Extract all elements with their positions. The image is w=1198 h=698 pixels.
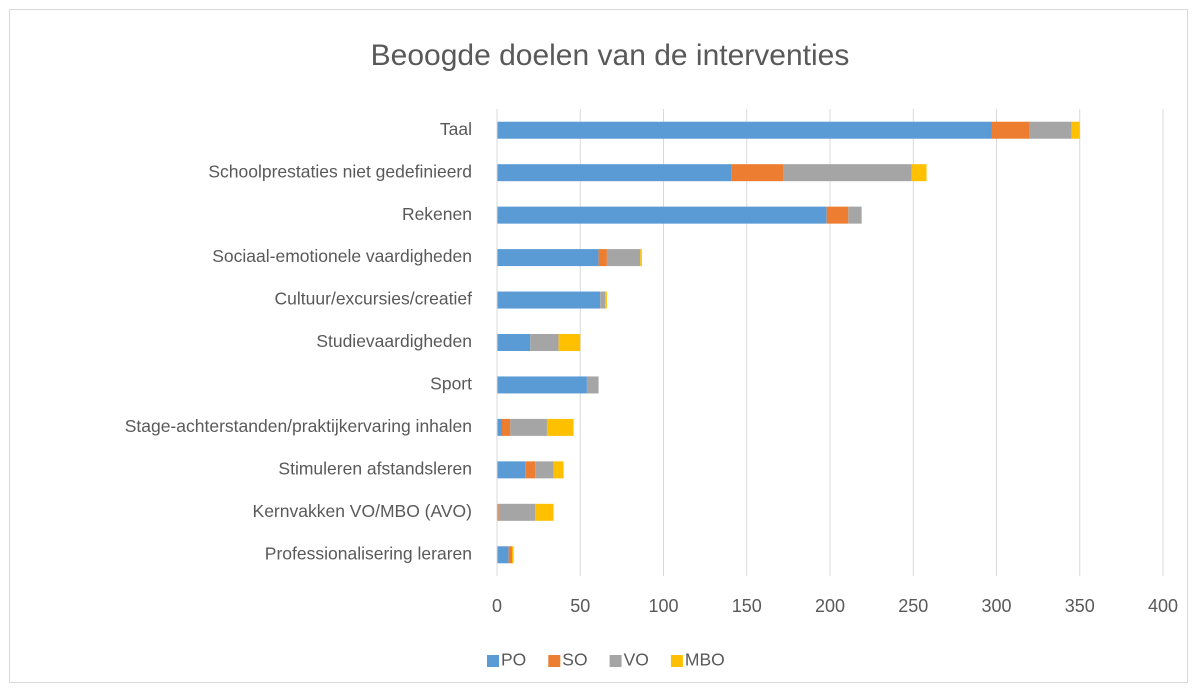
- bar-segment: [535, 461, 554, 479]
- bar-segment: [511, 546, 514, 564]
- bar-segment: [497, 503, 499, 521]
- bar-segment: [911, 164, 927, 182]
- bar-segment: [598, 249, 607, 267]
- bar-segment: [497, 121, 992, 139]
- bar-segment: [605, 291, 607, 309]
- bar-segment: [497, 249, 599, 267]
- bar-segment: [530, 334, 559, 351]
- chart-title: Beoogde doelen van de interventies: [371, 39, 850, 72]
- x-tick-label: 50: [570, 596, 590, 616]
- y-tick-label: Professionalisering leraren: [265, 543, 472, 563]
- y-tick-label: Cultuur/excursies/creatief: [275, 289, 473, 309]
- y-tick-label: Rekenen: [402, 204, 472, 224]
- bar-segment: [848, 206, 862, 224]
- bar-segment: [558, 334, 581, 351]
- bar-segment: [606, 249, 641, 267]
- bar-segment: [501, 418, 511, 436]
- legend-swatch: [487, 655, 499, 667]
- bar-segment: [497, 334, 531, 351]
- bar-segment: [546, 418, 574, 436]
- x-tick-label: 100: [648, 596, 678, 616]
- bar-segment: [731, 164, 784, 182]
- bar-segment: [497, 291, 601, 309]
- y-tick-label: Stage-achterstanden/praktijkervaring inh…: [125, 416, 472, 436]
- y-tick-label: Schoolprestaties niet gedefinieerd: [208, 161, 472, 181]
- bar-segment: [586, 376, 599, 394]
- legend-label: SO: [562, 650, 587, 670]
- legend-swatch: [670, 655, 683, 667]
- y-tick-label: Studievaardigheden: [316, 331, 472, 351]
- legend-label: PO: [501, 650, 526, 670]
- bar-segment: [525, 461, 536, 479]
- bar-segment: [497, 206, 827, 224]
- y-tick-label: Taal: [440, 119, 472, 139]
- bar-segment: [498, 503, 536, 521]
- bar-segment: [553, 461, 564, 479]
- bar-segment: [508, 546, 512, 564]
- bar-segment: [535, 503, 554, 521]
- bar-segment: [991, 121, 1030, 139]
- x-tick-label: 150: [732, 596, 762, 616]
- bar-segment: [497, 164, 732, 182]
- y-tick-label: Sociaal-emotionele vaardigheden: [212, 246, 472, 266]
- y-tick-label: Kernvakken VO/MBO (AVO): [253, 501, 472, 521]
- bar-segment: [783, 164, 912, 182]
- x-tick-label: 250: [898, 596, 928, 616]
- legend-label: MBO: [685, 650, 725, 670]
- legend-swatch: [609, 655, 622, 667]
- bar-segment: [497, 461, 526, 479]
- bar-segment: [640, 249, 642, 267]
- y-tick-label: Stimuleren afstandsleren: [278, 458, 472, 478]
- x-tick-label: 0: [492, 596, 502, 616]
- bar-segment: [826, 206, 849, 224]
- y-tick-label: Sport: [430, 374, 472, 394]
- bar-segment: [497, 546, 509, 564]
- x-tick-label: 300: [981, 596, 1011, 616]
- bar-segment: [600, 291, 606, 309]
- bar-segment: [1071, 121, 1080, 139]
- x-tick-label: 400: [1148, 596, 1178, 616]
- chart-border: [9, 9, 1188, 683]
- x-tick-label: 200: [815, 596, 845, 616]
- x-tick-label: 350: [1065, 596, 1095, 616]
- bar-segment: [1029, 121, 1072, 139]
- bar-segment: [497, 376, 587, 394]
- bar-segment: [510, 418, 547, 436]
- legend-swatch: [548, 655, 561, 667]
- bar-segment: [497, 418, 502, 436]
- legend-label: VO: [624, 650, 649, 670]
